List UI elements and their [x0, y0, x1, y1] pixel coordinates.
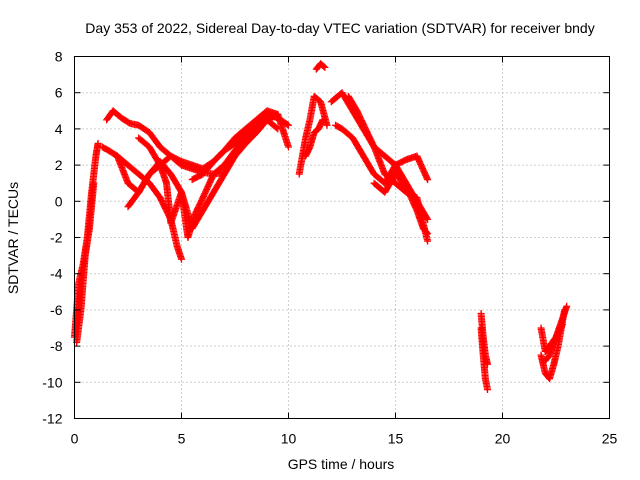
- y-tick-label: -6: [50, 302, 63, 318]
- data-point: [424, 237, 432, 245]
- x-axis-ticks: 0 5 10 15 20 25: [71, 56, 618, 447]
- y-tick-label: -8: [50, 338, 63, 354]
- y-tick-label: -2: [50, 230, 63, 246]
- data-point: [321, 63, 329, 71]
- data-point: [424, 230, 432, 238]
- x-tick-label: 25: [602, 431, 618, 447]
- data-point: [90, 179, 98, 187]
- y-tick-label: -10: [42, 374, 62, 390]
- data-point: [424, 176, 432, 184]
- series-arc-f: [188, 107, 292, 184]
- y-tick-label: 0: [55, 193, 63, 209]
- y-tick-label: -12: [42, 411, 62, 427]
- y-tick-label: -4: [50, 266, 63, 282]
- data-point: [323, 121, 331, 129]
- series-arc-e: [135, 116, 282, 241]
- x-tick-label: 5: [178, 431, 186, 447]
- series-arc-early-rise-2: [73, 179, 98, 346]
- x-tick-label: 15: [388, 431, 404, 447]
- data-point: [320, 62, 328, 70]
- y-axis-label: SDTVAR / TECUs: [5, 182, 21, 294]
- series-arc-n: [477, 324, 492, 394]
- data-point: [423, 229, 431, 237]
- data-point: [558, 320, 566, 328]
- data-point: [285, 143, 292, 151]
- series-arc-l: [370, 170, 432, 238]
- data-point: [283, 120, 291, 128]
- y-axis-ticks: -12 -10 -8 -6 -4 -2 0 2 4 6 8: [42, 49, 610, 427]
- data-point: [94, 139, 102, 147]
- data-point: [178, 255, 185, 263]
- data-point: [561, 306, 569, 314]
- series-arc-h: [302, 116, 327, 160]
- data-point: [563, 302, 571, 310]
- chart-title: Day 353 of 2022, Sidereal Day-to-day VTE…: [85, 20, 594, 36]
- y-tick-label: 4: [55, 121, 63, 137]
- grid-lines: [74, 56, 610, 419]
- series-arc-q: [541, 320, 566, 365]
- series-arc-g: [295, 92, 331, 178]
- data-points: [71, 60, 571, 394]
- series-arc-peak: [312, 60, 329, 73]
- y-tick-label: 2: [55, 157, 63, 173]
- x-tick-label: 0: [71, 431, 79, 447]
- y-tick-label: 8: [55, 49, 63, 65]
- data-point: [285, 121, 292, 129]
- data-point: [484, 386, 492, 394]
- x-tick-label: 20: [495, 431, 511, 447]
- y-tick-label: 6: [55, 85, 63, 101]
- x-tick-label: 10: [281, 431, 297, 447]
- data-point: [319, 116, 327, 124]
- x-axis-label: GPS time / hours: [288, 456, 395, 472]
